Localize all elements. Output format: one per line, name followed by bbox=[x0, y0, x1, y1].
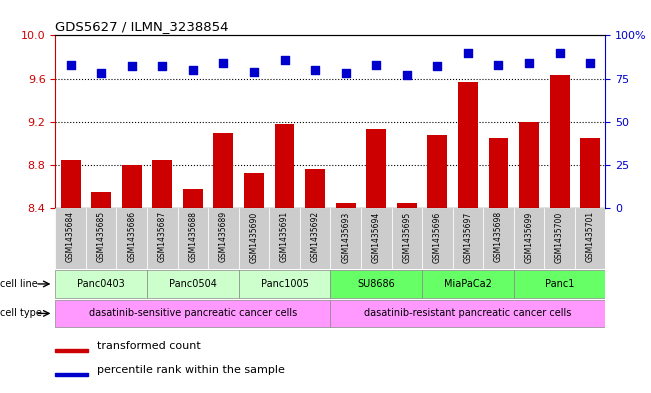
Bar bbox=[483, 208, 514, 269]
Bar bbox=[514, 208, 544, 269]
Bar bbox=[55, 300, 331, 327]
Bar bbox=[575, 208, 605, 269]
Point bbox=[310, 67, 320, 73]
Point bbox=[157, 63, 167, 70]
Text: Panc1: Panc1 bbox=[545, 279, 574, 289]
Bar bbox=[147, 208, 178, 269]
Text: Panc0504: Panc0504 bbox=[169, 279, 217, 289]
Bar bbox=[152, 160, 173, 208]
Text: GSM1435699: GSM1435699 bbox=[525, 211, 534, 263]
Bar bbox=[422, 270, 514, 298]
Bar bbox=[86, 208, 117, 269]
Bar bbox=[239, 208, 270, 269]
Point bbox=[65, 62, 76, 68]
Bar bbox=[55, 349, 89, 352]
Bar bbox=[244, 173, 264, 208]
Text: GSM1435691: GSM1435691 bbox=[280, 211, 289, 263]
Point bbox=[249, 68, 259, 75]
Point bbox=[402, 72, 412, 78]
Bar bbox=[300, 208, 331, 269]
Point bbox=[555, 50, 565, 56]
Point bbox=[432, 63, 443, 70]
Text: MiaPaCa2: MiaPaCa2 bbox=[444, 279, 492, 289]
Point bbox=[340, 70, 351, 77]
Bar bbox=[122, 165, 142, 208]
Text: GSM1435688: GSM1435688 bbox=[188, 211, 197, 263]
Point bbox=[279, 57, 290, 63]
Point bbox=[371, 62, 381, 68]
Bar bbox=[55, 270, 147, 298]
Bar bbox=[91, 192, 111, 208]
Bar bbox=[519, 122, 539, 208]
Point bbox=[96, 70, 106, 77]
Bar bbox=[397, 203, 417, 208]
Text: GSM1435684: GSM1435684 bbox=[66, 211, 75, 263]
Bar bbox=[428, 135, 447, 208]
Text: dasatinib-resistant pancreatic cancer cells: dasatinib-resistant pancreatic cancer ce… bbox=[364, 309, 572, 318]
Bar bbox=[452, 208, 483, 269]
Text: GSM1435685: GSM1435685 bbox=[97, 211, 105, 263]
Point bbox=[187, 67, 198, 73]
Text: GSM1435690: GSM1435690 bbox=[249, 211, 258, 263]
Bar bbox=[305, 169, 325, 208]
Bar bbox=[275, 124, 294, 208]
Bar bbox=[361, 208, 391, 269]
Bar bbox=[61, 160, 81, 208]
Text: GSM1435694: GSM1435694 bbox=[372, 211, 381, 263]
Bar bbox=[117, 208, 147, 269]
Bar bbox=[183, 189, 203, 208]
Text: GSM1435689: GSM1435689 bbox=[219, 211, 228, 263]
Text: GDS5627 / ILMN_3238854: GDS5627 / ILMN_3238854 bbox=[55, 20, 229, 33]
Text: GSM1435692: GSM1435692 bbox=[311, 211, 320, 263]
Text: percentile rank within the sample: percentile rank within the sample bbox=[96, 365, 284, 375]
Text: transformed count: transformed count bbox=[96, 341, 201, 351]
Bar bbox=[331, 208, 361, 269]
Text: GSM1435693: GSM1435693 bbox=[341, 211, 350, 263]
Text: GSM1435701: GSM1435701 bbox=[586, 211, 594, 263]
Bar bbox=[458, 82, 478, 208]
Point bbox=[463, 50, 473, 56]
Point bbox=[218, 60, 229, 66]
Bar bbox=[544, 208, 575, 269]
Point bbox=[493, 62, 504, 68]
Point bbox=[126, 63, 137, 70]
Bar bbox=[55, 373, 89, 376]
Point bbox=[585, 60, 596, 66]
Bar bbox=[391, 208, 422, 269]
Bar bbox=[55, 208, 86, 269]
Bar bbox=[514, 270, 605, 298]
Bar bbox=[178, 208, 208, 269]
Bar bbox=[422, 208, 452, 269]
Text: GSM1435696: GSM1435696 bbox=[433, 211, 442, 263]
Bar bbox=[208, 208, 239, 269]
Bar bbox=[488, 138, 508, 208]
Bar bbox=[331, 300, 605, 327]
Text: cell line: cell line bbox=[0, 279, 38, 289]
Text: GSM1435697: GSM1435697 bbox=[464, 211, 473, 263]
Bar bbox=[549, 75, 570, 208]
Bar bbox=[580, 138, 600, 208]
Text: Panc0403: Panc0403 bbox=[77, 279, 125, 289]
Bar bbox=[239, 270, 331, 298]
Bar bbox=[336, 203, 355, 208]
Text: GSM1435686: GSM1435686 bbox=[127, 211, 136, 263]
Text: Panc1005: Panc1005 bbox=[260, 279, 309, 289]
Bar bbox=[367, 129, 386, 208]
Text: GSM1435687: GSM1435687 bbox=[158, 211, 167, 263]
Text: GSM1435700: GSM1435700 bbox=[555, 211, 564, 263]
Text: dasatinib-sensitive pancreatic cancer cells: dasatinib-sensitive pancreatic cancer ce… bbox=[89, 309, 297, 318]
Text: SU8686: SU8686 bbox=[357, 279, 395, 289]
Bar bbox=[214, 133, 233, 208]
Bar bbox=[147, 270, 239, 298]
Text: GSM1435695: GSM1435695 bbox=[402, 211, 411, 263]
Text: cell type: cell type bbox=[0, 309, 42, 318]
Bar bbox=[270, 208, 300, 269]
Point bbox=[524, 60, 534, 66]
Bar bbox=[331, 270, 422, 298]
Text: GSM1435698: GSM1435698 bbox=[494, 211, 503, 263]
